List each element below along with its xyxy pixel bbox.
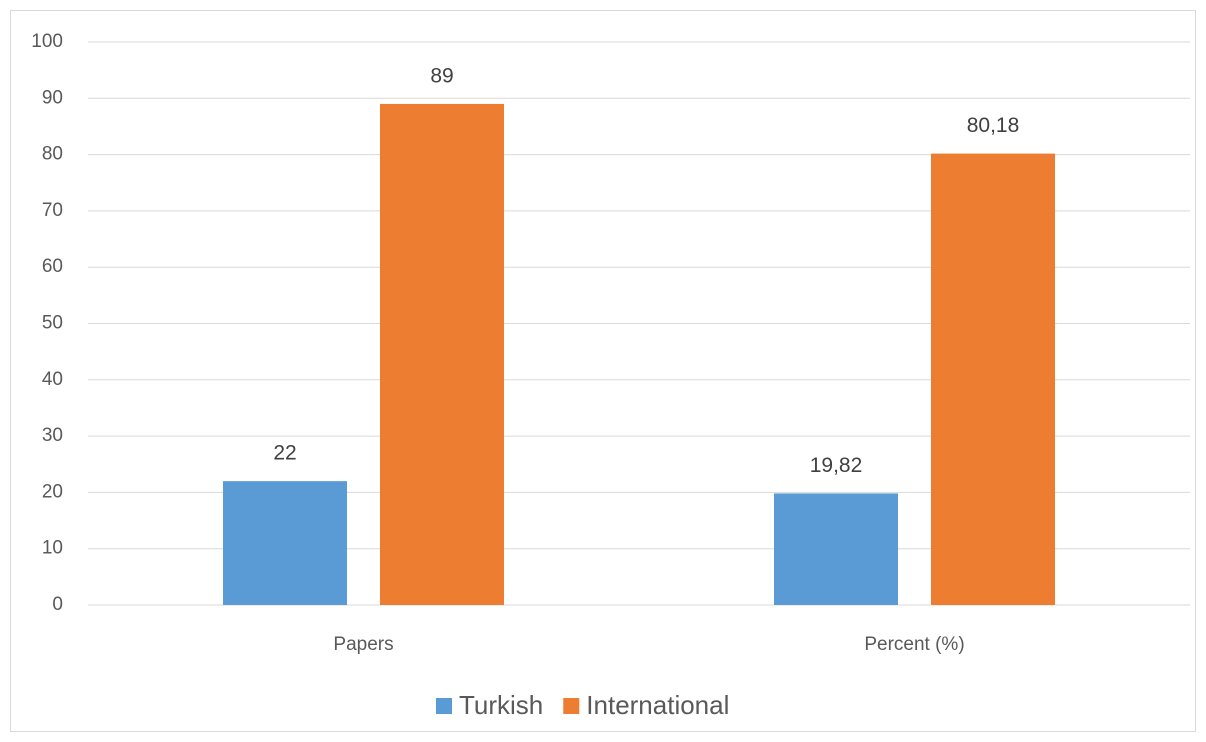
y-tick-label: 0 <box>52 594 63 615</box>
legend: Turkish International <box>436 690 729 720</box>
bar <box>380 103 504 606</box>
y-tick-label: 30 <box>42 425 63 446</box>
bar <box>223 481 347 605</box>
y-tick-label: 70 <box>42 200 63 221</box>
x-tick-label: Papers <box>333 634 393 655</box>
y-tick-label: 10 <box>42 538 63 559</box>
value-label: 19,82 <box>810 454 863 477</box>
y-tick-label: 60 <box>42 256 63 277</box>
x-tick-label: Percent (%) <box>864 634 964 655</box>
legend-label: Turkish <box>459 690 543 720</box>
bar <box>931 153 1055 605</box>
value-label: 89 <box>430 64 453 87</box>
y-tick-label: 40 <box>42 369 63 390</box>
legend-swatch <box>436 698 452 714</box>
value-label: 22 <box>273 442 296 465</box>
value-label: 80,18 <box>967 114 1020 137</box>
bar <box>774 493 898 605</box>
legend-label: International <box>586 690 729 720</box>
y-tick-label: 90 <box>42 87 63 108</box>
y-tick-label: 100 <box>31 31 63 52</box>
y-tick-label: 80 <box>42 144 63 165</box>
y-tick-label: 20 <box>42 481 63 502</box>
y-tick-label: 50 <box>42 313 63 334</box>
legend-swatch <box>563 698 580 714</box>
